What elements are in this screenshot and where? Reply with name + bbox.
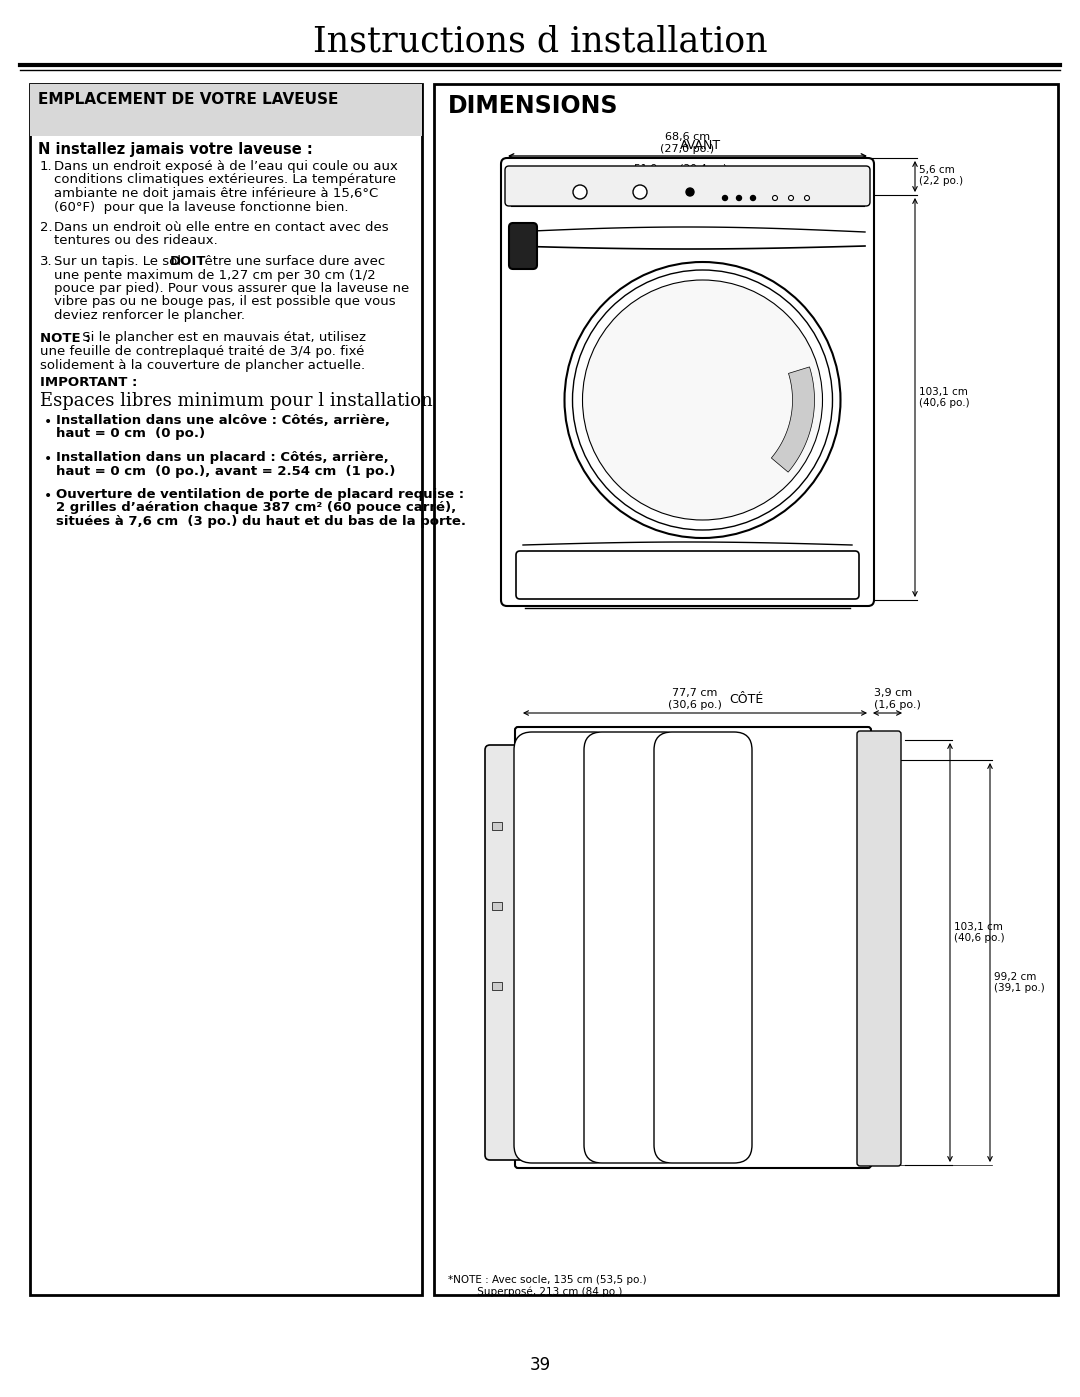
FancyBboxPatch shape [514, 732, 612, 1162]
Text: haut = 0 cm  (0 po.): haut = 0 cm (0 po.) [56, 427, 205, 440]
Text: *NOTE : Avec socle, 135 cm (53,5 po.)
         Superposé, 213 cm (84 po.): *NOTE : Avec socle, 135 cm (53,5 po.) Su… [448, 1275, 647, 1298]
Text: 51,9 cm (20,4 po): 51,9 cm (20,4 po) [634, 163, 727, 175]
Text: (60°F)  pour que la laveuse fonctionne bien.: (60°F) pour que la laveuse fonctionne bi… [54, 201, 349, 214]
Text: 77,7 cm
(30,6 po.): 77,7 cm (30,6 po.) [669, 689, 721, 710]
Text: DOIT: DOIT [170, 256, 206, 268]
Circle shape [572, 270, 833, 529]
Text: vibre pas ou ne bouge pas, il est possible que vous: vibre pas ou ne bouge pas, il est possib… [54, 296, 395, 309]
Text: DIMENSIONS: DIMENSIONS [448, 94, 619, 117]
Circle shape [633, 184, 647, 198]
Text: tentures ou des rideaux.: tentures ou des rideaux. [54, 235, 218, 247]
Text: 2 grilles d’aération chaque 387 cm² (60 pouce carré),: 2 grilles d’aération chaque 387 cm² (60 … [56, 502, 456, 514]
Text: IMPORTANT :: IMPORTANT : [40, 376, 137, 388]
Text: 99,2 cm
(39,1 po.): 99,2 cm (39,1 po.) [994, 972, 1044, 993]
Text: 1.: 1. [40, 161, 53, 173]
Text: EMPLACEMENT DE VOTRE LAVEUSE: EMPLACEMENT DE VOTRE LAVEUSE [38, 92, 338, 108]
Text: Dans un endroit où elle entre en contact avec des: Dans un endroit où elle entre en contact… [54, 221, 389, 235]
Text: être une surface dure avec: être une surface dure avec [195, 256, 384, 268]
Text: pouce par pied). Pour vous assurer que la laveuse ne: pouce par pied). Pour vous assurer que l… [54, 282, 409, 295]
Text: 103,1 cm
(40,6 po.): 103,1 cm (40,6 po.) [919, 387, 970, 408]
Text: 103,1 cm
(40,6 po.): 103,1 cm (40,6 po.) [954, 922, 1004, 943]
Text: •: • [44, 415, 52, 429]
Text: solidement à la couverture de plancher actuelle.: solidement à la couverture de plancher a… [40, 359, 365, 372]
Text: VISEUR ÉLECTRONIQUE TRANSPARENT: VISEUR ÉLECTRONIQUE TRANSPARENT [594, 176, 767, 186]
Text: Dans un endroit exposé à de l’eau qui coule ou aux: Dans un endroit exposé à de l’eau qui co… [54, 161, 397, 173]
Text: 5,6 cm
(2,2 po.): 5,6 cm (2,2 po.) [919, 165, 963, 186]
FancyBboxPatch shape [515, 726, 870, 1168]
Text: 2.: 2. [40, 221, 53, 235]
Text: Si le plancher est en mauvais état, utilisez: Si le plancher est en mauvais état, util… [78, 331, 366, 345]
Bar [30, 84, 422, 136]
FancyBboxPatch shape [654, 732, 752, 1162]
Polygon shape [771, 367, 814, 472]
Bar [492, 821, 502, 830]
Bar [434, 84, 1058, 1295]
Text: Ouverture de ventilation de porte de placard requise :: Ouverture de ventilation de porte de pla… [56, 488, 464, 502]
Circle shape [565, 263, 840, 538]
Circle shape [723, 196, 728, 201]
Circle shape [788, 196, 794, 201]
Text: 39: 39 [529, 1356, 551, 1375]
Text: Installation dans une alcôve : Côtés, arrière,: Installation dans une alcôve : Côtés, ar… [56, 414, 390, 427]
Circle shape [686, 189, 694, 196]
Text: situées à 7,6 cm  (3 po.) du haut et du bas de la porte.: situées à 7,6 cm (3 po.) du haut et du b… [56, 515, 465, 528]
FancyBboxPatch shape [509, 224, 537, 270]
Text: AVANT: AVANT [679, 138, 720, 152]
Text: une pente maximum de 1,27 cm per 30 cm (1/2: une pente maximum de 1,27 cm per 30 cm (… [54, 268, 376, 282]
Text: NOTE :: NOTE : [40, 331, 91, 345]
Circle shape [582, 279, 823, 520]
Text: •: • [44, 453, 52, 467]
Bar [30, 84, 422, 1295]
FancyBboxPatch shape [485, 745, 527, 1160]
FancyBboxPatch shape [501, 158, 874, 606]
Text: Espaces libres minimum pour l installation: Espaces libres minimum pour l installati… [40, 393, 433, 409]
FancyBboxPatch shape [858, 731, 901, 1166]
Text: 3,9 cm
(1,6 po.): 3,9 cm (1,6 po.) [874, 689, 921, 710]
Circle shape [772, 196, 778, 201]
Circle shape [805, 196, 810, 201]
Circle shape [737, 196, 742, 201]
Text: CÔTÉ: CÔTÉ [729, 693, 764, 705]
Text: •: • [44, 489, 52, 503]
Text: haut = 0 cm  (0 po.), avant = 2.54 cm  (1 po.): haut = 0 cm (0 po.), avant = 2.54 cm (1 … [56, 464, 395, 478]
Text: conditions climatiques extérieures. La température: conditions climatiques extérieures. La t… [54, 173, 396, 187]
Text: Installation dans un placard : Côtés, arrière,: Installation dans un placard : Côtés, ar… [56, 451, 389, 464]
Text: une feuille de contreplaqué traité de 3/4 po. fixé: une feuille de contreplaqué traité de 3/… [40, 345, 364, 358]
Text: Instructions d installation: Instructions d installation [313, 25, 767, 59]
Circle shape [573, 184, 588, 198]
Text: 68,6 cm
(27,0 po.): 68,6 cm (27,0 po.) [661, 133, 715, 154]
FancyBboxPatch shape [505, 166, 870, 205]
Text: 3.: 3. [40, 256, 53, 268]
Bar [492, 982, 502, 990]
FancyBboxPatch shape [516, 550, 859, 599]
FancyBboxPatch shape [584, 732, 681, 1162]
Text: Sur un tapis. Le sol: Sur un tapis. Le sol [54, 256, 186, 268]
Text: N installez jamais votre laveuse :: N installez jamais votre laveuse : [38, 142, 313, 156]
Text: ambiante ne doit jamais être inférieure à 15,6°C: ambiante ne doit jamais être inférieure … [54, 187, 378, 200]
Bar [492, 902, 502, 909]
Circle shape [751, 196, 756, 201]
Text: deviez renforcer le plancher.: deviez renforcer le plancher. [54, 309, 245, 321]
